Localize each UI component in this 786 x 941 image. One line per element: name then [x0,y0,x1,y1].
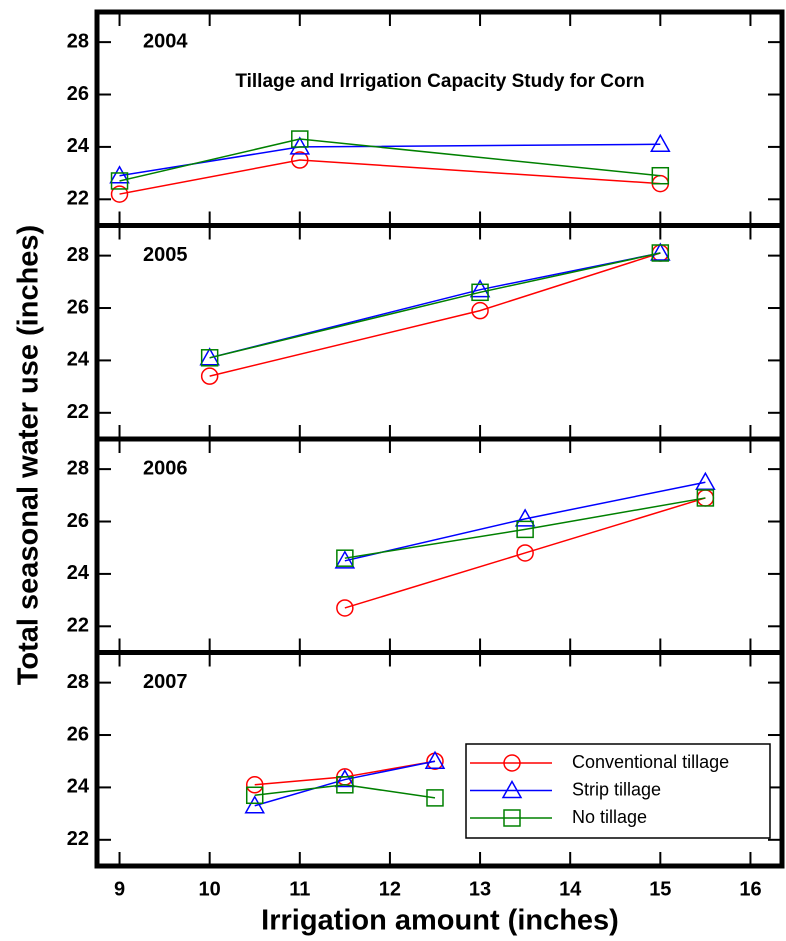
legend-marker [501,779,523,799]
x-tick-label: 14 [559,878,582,900]
y-tick-label: 28 [67,671,89,693]
marker [469,279,491,298]
series-line [119,143,661,177]
series-line [344,481,706,562]
series-line [209,252,661,359]
legend-marker [503,809,521,827]
series-line [254,784,436,799]
y-tick-label: 26 [67,510,89,532]
panel-year: 2006 [143,457,188,479]
marker [516,520,534,539]
y-tick-label: 22 [67,401,89,423]
marker [471,301,489,320]
marker [651,166,670,185]
marker [695,471,716,490]
panel-frame [94,650,785,869]
series-line [209,252,661,359]
series-line [119,159,661,195]
legend-label: Strip tillage [572,779,661,799]
series-line [119,138,661,182]
marker [426,789,444,807]
y-tick-label: 28 [67,244,89,266]
y-tick-label: 22 [67,615,89,637]
marker [245,776,264,794]
panel-frame [94,9,785,228]
series-line [254,760,436,786]
marker [471,283,489,302]
x-axis-label: Irrigation amount (inches) [261,905,619,937]
marker [244,795,266,814]
marker [289,136,311,155]
marker [245,786,264,805]
marker [516,544,534,562]
marker [109,165,130,184]
y-tick-label: 24 [67,135,90,157]
legend-label: No tillage [572,807,647,827]
marker [650,242,671,261]
panel-frame [94,436,785,655]
y-tick-label: 28 [67,30,89,52]
legend-label: Conventional tillage [572,752,729,772]
y-tick-label: 26 [67,296,89,318]
y-tick-label: 24 [67,562,90,584]
panel-year: 2004 [143,30,188,52]
y-tick-label: 24 [67,776,90,798]
marker [200,367,219,385]
marker [514,508,536,527]
series-line [344,497,706,559]
legend-box [465,743,771,839]
y-tick-label: 22 [67,188,89,210]
y-tick-label: 22 [67,828,89,850]
panel-frame [94,223,785,442]
x-tick-label: 9 [114,878,125,900]
panel-year: 2005 [143,244,188,266]
marker [291,130,309,148]
series-line [209,252,661,377]
y-tick-label: 28 [67,457,89,479]
x-tick-label: 10 [199,878,221,900]
y-axis-label: Total seasonal water use (inches) [13,225,45,685]
panel-year: 2007 [143,671,188,693]
marker [110,185,129,203]
marker [424,750,446,769]
marker [336,776,354,794]
x-tick-label: 12 [379,878,401,900]
marker [110,172,129,190]
legend-marker [503,754,521,772]
y-tick-label: 26 [67,83,89,105]
marker [696,489,715,507]
marker [336,549,354,567]
marker [336,599,354,617]
marker [200,349,219,367]
y-tick-label: 24 [67,349,90,371]
marker [334,550,356,569]
series-line [344,497,706,609]
marker [291,151,309,169]
x-tick-label: 16 [739,878,761,900]
x-tick-label: 13 [469,878,491,900]
marker [650,133,671,153]
series-line [254,760,436,807]
x-tick-label: 15 [649,878,671,900]
marker [334,769,356,788]
marker [651,244,670,262]
x-tick-label: 11 [289,878,310,900]
chart-title: Tillage and Irrigation Capacity Study fo… [235,71,644,92]
y-tick-label: 26 [67,723,89,745]
